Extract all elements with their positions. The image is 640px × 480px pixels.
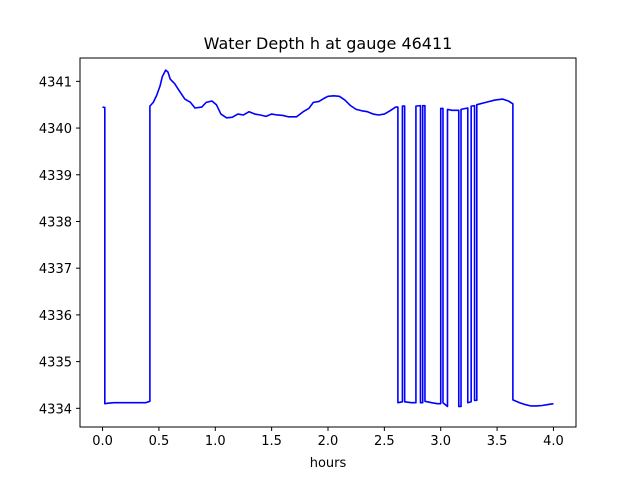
x-tick-label: 0.0 bbox=[92, 434, 113, 449]
y-tick-label: 4335 bbox=[39, 356, 72, 371]
x-tick-label: 0.5 bbox=[149, 434, 170, 449]
x-tick-label: 2.0 bbox=[318, 434, 339, 449]
x-axis-label: hours bbox=[310, 456, 347, 471]
y-tick-label: 4336 bbox=[39, 309, 72, 324]
y-tick-label: 4337 bbox=[39, 262, 72, 277]
x-tick-label: 4.0 bbox=[543, 434, 564, 449]
y-tick-label: 4341 bbox=[39, 75, 72, 90]
x-tick-label: 3.5 bbox=[487, 434, 508, 449]
y-tick-label: 4338 bbox=[39, 215, 72, 230]
y-axis: 4334 4335 4336 4337 4338 4339 4340 4341 bbox=[39, 75, 80, 417]
plot-area bbox=[102, 69, 554, 408]
x-tick-label: 3.0 bbox=[430, 434, 451, 449]
x-tick-label: 2.5 bbox=[374, 434, 395, 449]
y-tick-label: 4334 bbox=[39, 402, 72, 417]
x-axis: 0.0 0.5 1.0 1.5 2.0 2.5 3.0 3.5 4.0 bbox=[92, 427, 564, 449]
series-line-0 bbox=[102, 69, 554, 408]
x-tick-label: 1.5 bbox=[261, 434, 282, 449]
x-tick-label: 1.0 bbox=[205, 434, 226, 449]
y-tick-label: 4339 bbox=[39, 169, 72, 184]
y-tick-label: 4340 bbox=[39, 122, 72, 137]
chart-title: Water Depth h at gauge 46411 bbox=[204, 34, 453, 53]
